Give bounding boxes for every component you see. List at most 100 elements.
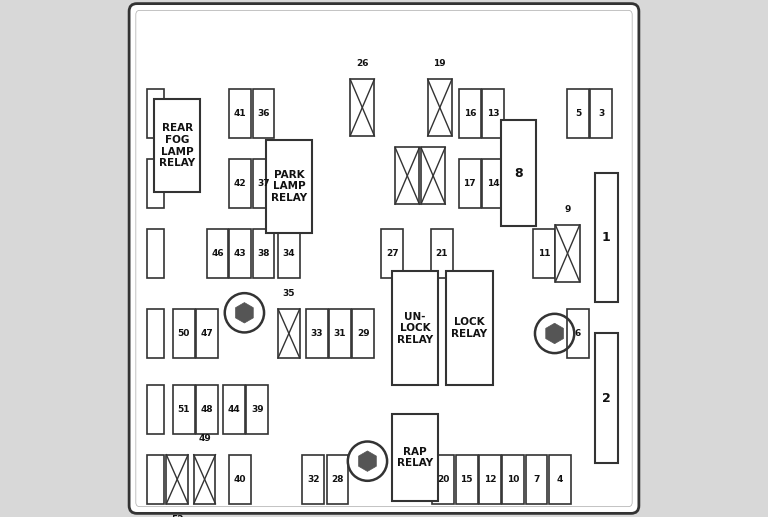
- Bar: [278, 229, 300, 278]
- Bar: [456, 455, 478, 504]
- Text: 15: 15: [461, 475, 473, 484]
- Text: 41: 41: [234, 109, 247, 118]
- Bar: [230, 229, 251, 278]
- Bar: [421, 147, 445, 204]
- Bar: [392, 414, 439, 501]
- Bar: [501, 120, 536, 226]
- Bar: [594, 333, 618, 463]
- Text: 14: 14: [487, 179, 499, 188]
- Bar: [147, 159, 164, 208]
- Polygon shape: [359, 451, 376, 472]
- Text: 1: 1: [602, 231, 611, 245]
- Text: 51: 51: [177, 405, 190, 414]
- Bar: [329, 309, 351, 358]
- Text: 9: 9: [564, 205, 571, 214]
- Bar: [306, 309, 328, 358]
- Text: 2: 2: [602, 391, 611, 405]
- Bar: [431, 229, 453, 278]
- Text: UN-
LOCK
RELAY: UN- LOCK RELAY: [397, 312, 433, 345]
- Text: 13: 13: [487, 109, 499, 118]
- Text: 10: 10: [507, 475, 519, 484]
- Text: 36: 36: [257, 109, 270, 118]
- Text: 4: 4: [557, 475, 563, 484]
- Bar: [207, 229, 228, 278]
- Text: 21: 21: [435, 249, 449, 258]
- Text: 44: 44: [227, 405, 240, 414]
- Text: 39: 39: [251, 405, 263, 414]
- Bar: [230, 159, 251, 208]
- Text: PARK
LAMP
RELAY: PARK LAMP RELAY: [271, 170, 307, 203]
- Text: 19: 19: [433, 59, 446, 68]
- Bar: [147, 229, 164, 278]
- Text: 8: 8: [514, 166, 523, 180]
- Text: 5: 5: [574, 109, 581, 118]
- Bar: [173, 385, 195, 434]
- Text: 47: 47: [200, 329, 214, 338]
- Bar: [253, 159, 274, 208]
- Text: 28: 28: [331, 475, 344, 484]
- Bar: [567, 309, 589, 358]
- Text: 29: 29: [357, 329, 369, 338]
- Bar: [353, 309, 374, 358]
- Text: 35: 35: [283, 288, 295, 298]
- Bar: [459, 89, 481, 138]
- Bar: [194, 455, 216, 504]
- Text: 7: 7: [533, 475, 540, 484]
- Bar: [482, 89, 504, 138]
- Text: 46: 46: [211, 249, 223, 258]
- Bar: [382, 229, 403, 278]
- Text: 12: 12: [484, 475, 496, 484]
- Text: 26: 26: [356, 59, 369, 68]
- Text: 16: 16: [464, 109, 476, 118]
- Polygon shape: [546, 323, 564, 344]
- Bar: [591, 89, 612, 138]
- Bar: [555, 225, 580, 282]
- Text: 50: 50: [177, 329, 190, 338]
- Bar: [253, 89, 274, 138]
- Bar: [395, 147, 419, 204]
- Text: 49: 49: [198, 434, 211, 444]
- Text: 6: 6: [574, 329, 581, 338]
- Bar: [197, 309, 218, 358]
- Bar: [567, 89, 589, 138]
- Bar: [446, 271, 492, 385]
- Bar: [432, 455, 454, 504]
- Text: 11: 11: [538, 249, 551, 258]
- Text: 27: 27: [386, 249, 399, 258]
- Bar: [534, 229, 555, 278]
- Text: 42: 42: [234, 179, 247, 188]
- Text: LOCK
RELAY: LOCK RELAY: [452, 317, 488, 339]
- Text: 43: 43: [234, 249, 247, 258]
- Polygon shape: [236, 302, 253, 323]
- Bar: [247, 385, 268, 434]
- Bar: [594, 173, 618, 302]
- Bar: [167, 455, 188, 504]
- Bar: [266, 140, 312, 233]
- Bar: [392, 271, 439, 385]
- FancyBboxPatch shape: [129, 4, 639, 513]
- Text: REAR
FOG
LAMP
RELAY: REAR FOG LAMP RELAY: [159, 124, 195, 168]
- Text: 38: 38: [257, 249, 270, 258]
- Text: RAP
RELAY: RAP RELAY: [397, 447, 433, 468]
- Bar: [482, 159, 504, 208]
- Text: 48: 48: [201, 405, 214, 414]
- Bar: [525, 455, 548, 504]
- Bar: [147, 309, 164, 358]
- Bar: [459, 159, 481, 208]
- Text: 40: 40: [234, 475, 247, 484]
- Bar: [154, 99, 200, 192]
- Text: 3: 3: [598, 109, 604, 118]
- Text: 33: 33: [310, 329, 323, 338]
- Bar: [147, 89, 164, 138]
- Bar: [230, 455, 251, 504]
- Bar: [549, 455, 571, 504]
- Bar: [428, 79, 452, 136]
- Text: 37: 37: [257, 179, 270, 188]
- Bar: [147, 455, 164, 504]
- Bar: [350, 79, 375, 136]
- Bar: [502, 455, 524, 504]
- Bar: [197, 385, 218, 434]
- Text: 17: 17: [464, 179, 476, 188]
- Text: 20: 20: [437, 475, 449, 484]
- Text: 52: 52: [171, 515, 184, 517]
